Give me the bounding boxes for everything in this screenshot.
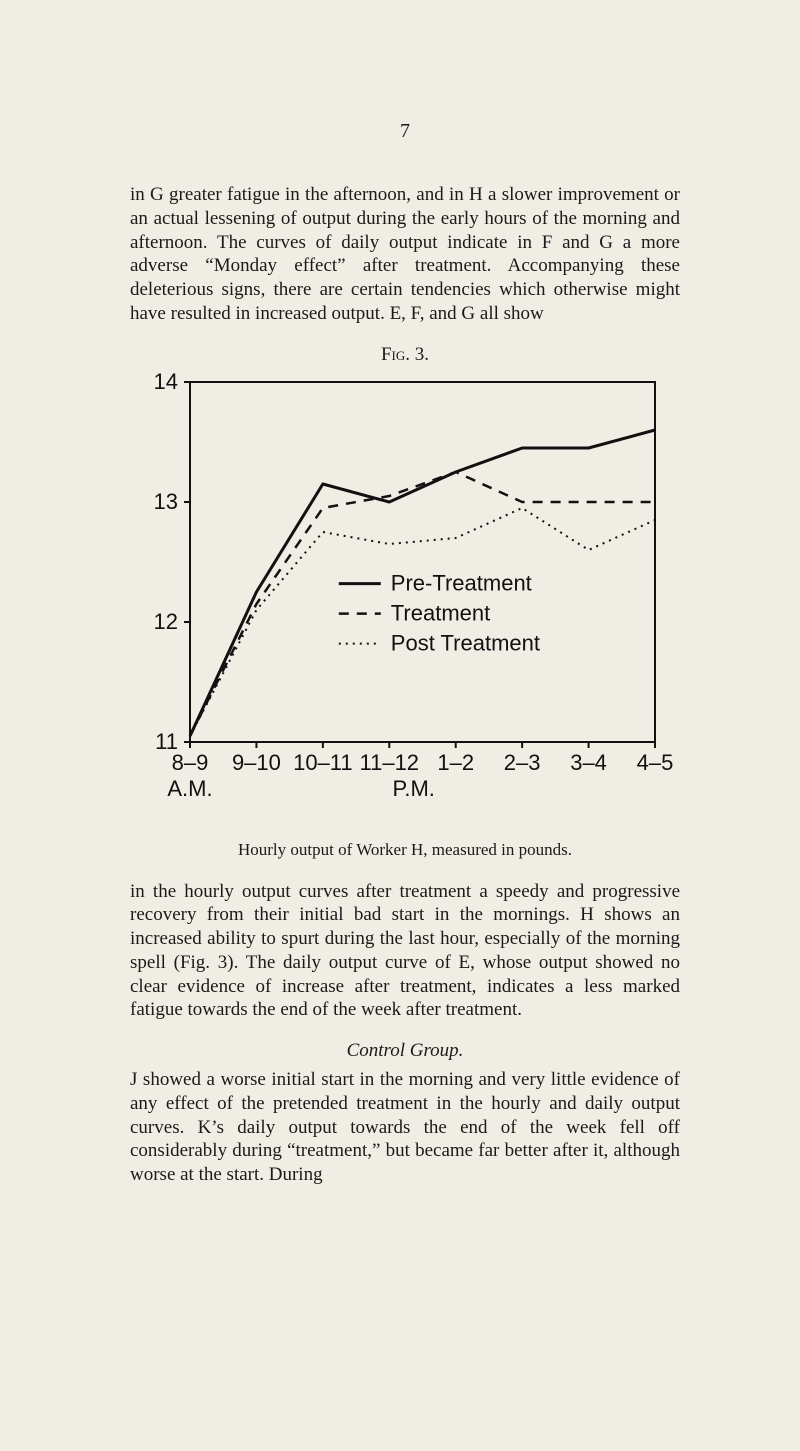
svg-text:2–3: 2–3: [504, 750, 541, 775]
svg-text:Treatment: Treatment: [391, 600, 490, 625]
svg-text:P.M.: P.M.: [393, 776, 435, 801]
section-title: Control Group.: [130, 1040, 680, 1062]
svg-text:11–12: 11–12: [360, 750, 420, 775]
svg-text:12: 12: [154, 609, 178, 634]
svg-text:Post Treatment: Post Treatment: [391, 630, 540, 655]
hourly-output-chart: 111213148–99–1010–1111–121–22–33–44–5A.M…: [135, 372, 675, 832]
page: 7 in G greater fatigue in the afternoon,…: [0, 0, 800, 1451]
svg-text:4–5: 4–5: [637, 750, 674, 775]
paragraph-3: J showed a worse initial start in the mo…: [130, 1068, 680, 1187]
svg-text:13: 13: [154, 489, 178, 514]
paragraph-1: in G greater fatigue in the afternoon, a…: [130, 183, 680, 326]
figure-label: Fig. 3.: [130, 344, 680, 366]
svg-text:A.M.: A.M.: [167, 776, 212, 801]
figure-caption: Hourly output of Worker H, measured in p…: [130, 840, 680, 860]
svg-text:3–4: 3–4: [570, 750, 607, 775]
svg-text:8–9: 8–9: [172, 750, 209, 775]
page-number: 7: [130, 120, 680, 143]
svg-text:14: 14: [154, 372, 178, 394]
chart-container: 111213148–99–1010–1111–121–22–33–44–5A.M…: [135, 372, 675, 832]
paragraph-2: in the hourly output curves after treatm…: [130, 880, 680, 1023]
svg-text:9–10: 9–10: [232, 750, 281, 775]
svg-text:10–11: 10–11: [293, 750, 353, 775]
svg-text:Pre‑Treatment: Pre‑Treatment: [391, 570, 532, 595]
svg-text:1–2: 1–2: [437, 750, 474, 775]
